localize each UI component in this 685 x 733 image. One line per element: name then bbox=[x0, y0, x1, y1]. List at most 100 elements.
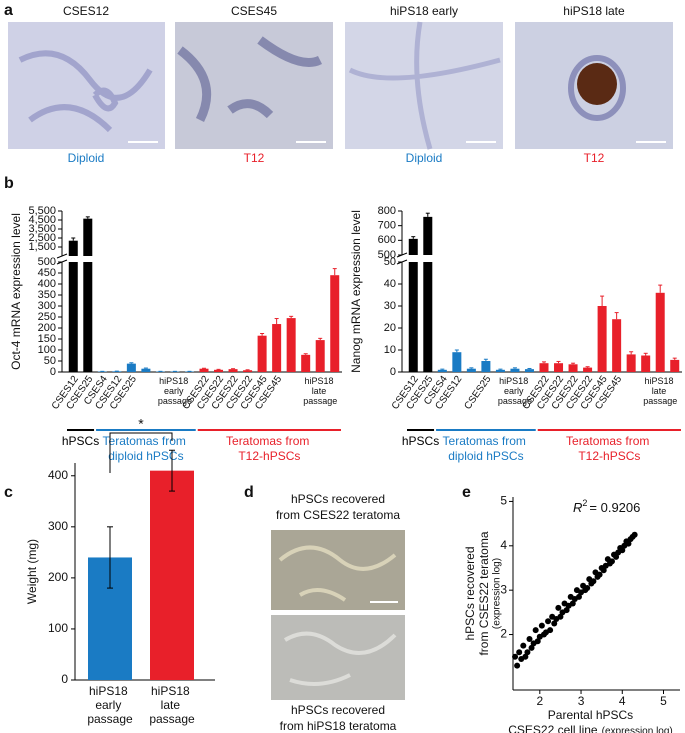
y-tick-label: 400 bbox=[48, 468, 68, 482]
text-line: diploid hPSCs bbox=[448, 449, 523, 463]
colony bbox=[283, 631, 397, 686]
point bbox=[545, 618, 552, 625]
x-axis-label: Parental hPSCs bbox=[548, 708, 633, 722]
annotation: R2 = 0.9206 bbox=[573, 498, 640, 515]
panel-label: e bbox=[462, 484, 471, 501]
bar bbox=[243, 370, 253, 372]
y-tick-label: 5 bbox=[500, 494, 507, 508]
x-tick-label: hiPS18 late passage bbox=[643, 376, 677, 406]
y-tick-label: 3 bbox=[500, 582, 507, 596]
image-title: CSES12 bbox=[63, 4, 109, 18]
point bbox=[538, 622, 545, 629]
y-axis-label: from CSES22 teratoma bbox=[477, 531, 491, 655]
x-tick-label: 3 bbox=[578, 694, 585, 708]
bar bbox=[141, 368, 151, 372]
y-tick-label: 50 bbox=[384, 256, 396, 268]
y-tick-label: 0 bbox=[50, 366, 56, 378]
bar bbox=[437, 369, 447, 372]
y-tick-label: 5,500 bbox=[28, 205, 56, 217]
y-tick-label: 450 bbox=[38, 267, 56, 279]
text-line: Teratomas from bbox=[226, 434, 313, 448]
text-line: early bbox=[164, 386, 186, 396]
image-label: T12 bbox=[584, 151, 605, 165]
tissue bbox=[18, 50, 153, 133]
caption: from CSES22 teratoma bbox=[276, 508, 400, 522]
stained-cluster bbox=[577, 63, 617, 105]
y-tick-label: 600 bbox=[378, 234, 396, 246]
x-tick-label: hiPS18 early passage bbox=[158, 376, 192, 406]
text-line: passage bbox=[498, 396, 532, 406]
bar bbox=[612, 319, 622, 372]
y-tick-label: 0 bbox=[61, 672, 68, 686]
legend-label: Teratomas from T12-hPSCs bbox=[226, 434, 313, 463]
bar bbox=[83, 218, 93, 256]
bar bbox=[272, 324, 282, 372]
bar bbox=[68, 262, 78, 372]
y-tick-label: 350 bbox=[38, 289, 56, 301]
bar bbox=[524, 369, 534, 372]
text-line: T12-hPSCs bbox=[238, 449, 300, 463]
y-tick-label: 150 bbox=[38, 333, 56, 345]
bar bbox=[481, 361, 491, 372]
x-tick-label: hiPS18 early passage bbox=[87, 684, 133, 726]
y-tick-label: 400 bbox=[38, 278, 56, 290]
bar bbox=[199, 368, 209, 372]
panel-label: a bbox=[4, 2, 13, 19]
point bbox=[526, 635, 533, 642]
text-line: hiPS18 bbox=[159, 376, 191, 386]
legend-label: hPSCs bbox=[62, 434, 99, 448]
point bbox=[590, 578, 597, 585]
caption: hPSCs recovered bbox=[291, 703, 385, 717]
x-tick-label: 2 bbox=[536, 694, 543, 708]
bar bbox=[315, 340, 325, 372]
bar bbox=[68, 240, 78, 256]
annotation-symbol: R bbox=[573, 500, 582, 515]
y-tick-label: 20 bbox=[384, 322, 396, 334]
x-tick-label: hiPS18 late passage bbox=[149, 684, 195, 726]
text-line: hPSCs bbox=[402, 434, 439, 448]
y-tick-label: 3,500 bbox=[28, 223, 56, 235]
bar bbox=[330, 275, 340, 372]
text-line: early bbox=[504, 386, 526, 396]
text-line: hiPS18 bbox=[89, 684, 131, 698]
text-line: diploid hPSCs bbox=[108, 449, 183, 463]
y-tick-label: 500 bbox=[38, 256, 56, 268]
text-line: passage bbox=[149, 712, 195, 726]
point bbox=[608, 558, 615, 565]
text-line: passage bbox=[158, 396, 192, 406]
micrograph bbox=[271, 615, 405, 700]
text-line: Teratomas from bbox=[566, 434, 653, 448]
point bbox=[514, 662, 521, 669]
panel-label: d bbox=[244, 484, 254, 501]
bar bbox=[228, 369, 238, 372]
y-tick-label: 100 bbox=[48, 621, 68, 635]
bar bbox=[670, 359, 680, 372]
point bbox=[596, 571, 603, 578]
text-line: late bbox=[161, 698, 184, 712]
y-tick-label: 4 bbox=[500, 538, 507, 552]
legend-label: Teratomas from T12-hPSCs bbox=[566, 434, 653, 463]
x-tick-label: CSES25 bbox=[463, 374, 494, 412]
tissue bbox=[348, 21, 501, 150]
annotation-text: = 0.9206 bbox=[589, 500, 640, 515]
point bbox=[524, 649, 531, 656]
y-axis-label: hPSCs recovered bbox=[463, 546, 477, 640]
bar bbox=[510, 368, 520, 372]
x-tick-label: hiPS18 early passage bbox=[498, 376, 532, 406]
y-tick-label: 50 bbox=[44, 355, 56, 367]
bar bbox=[495, 369, 505, 372]
text-line: T12-hPSCs bbox=[578, 449, 640, 463]
colony bbox=[278, 545, 397, 602]
image-label: Diploid bbox=[406, 151, 443, 165]
bar bbox=[554, 363, 564, 372]
y-tick-label: 300 bbox=[48, 519, 68, 533]
bar bbox=[112, 371, 122, 372]
bar bbox=[150, 470, 194, 680]
panel-label: b bbox=[4, 175, 14, 192]
text-line: hiPS18 bbox=[304, 376, 336, 386]
x-axis-label-line: CSES22 cell line bbox=[508, 723, 598, 733]
text-line: passage bbox=[303, 396, 337, 406]
legend-label: hPSCs bbox=[402, 434, 439, 448]
image-label: T12 bbox=[244, 151, 265, 165]
point bbox=[584, 584, 591, 591]
